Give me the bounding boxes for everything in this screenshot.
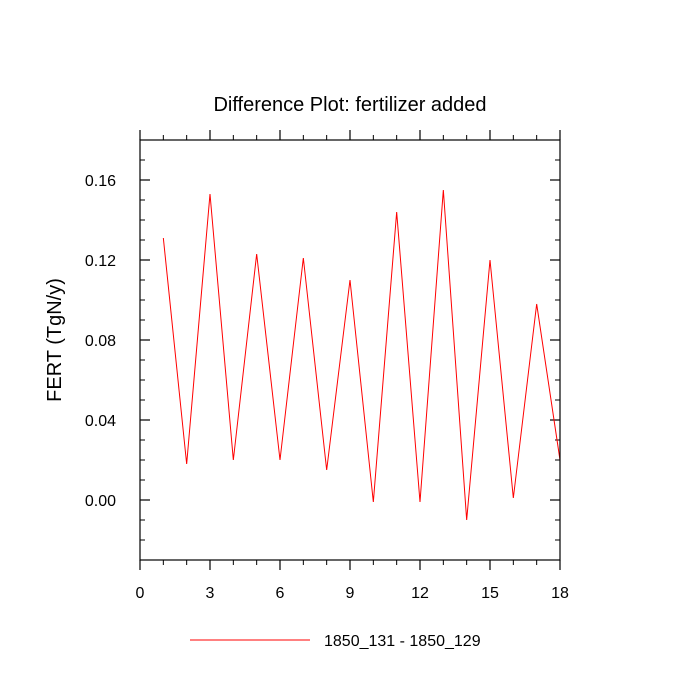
x-tick-label: 15	[481, 585, 499, 602]
chart-title: Difference Plot: fertilizer added	[213, 94, 486, 116]
y-tick-label: 0.16	[85, 173, 116, 190]
x-tick-label: 3	[206, 585, 215, 602]
x-tick-label: 12	[411, 585, 429, 602]
y-tick-label: 0.08	[85, 333, 116, 350]
y-axis-label: FERT (TgN/y)	[44, 278, 66, 402]
x-tick-label: 18	[551, 585, 569, 602]
y-tick-label: 0.04	[85, 413, 116, 430]
series-line	[162, 189, 561, 521]
axis-ticks: 0 3 6 9 12 15 18 0.00 0.04 0.08 0.12 0.16	[85, 130, 569, 602]
x-tick-label: 6	[276, 585, 285, 602]
series-layer	[162, 189, 561, 521]
legend: 1850_131 - 1850_129	[190, 633, 481, 650]
legend-label: 1850_131 - 1850_129	[324, 633, 481, 650]
y-tick-label: 0.00	[85, 493, 116, 510]
x-tick-label: 0	[136, 585, 145, 602]
plot-frame	[139, 139, 561, 561]
x-tick-label: 9	[346, 585, 355, 602]
y-tick-label: 0.12	[85, 253, 116, 270]
